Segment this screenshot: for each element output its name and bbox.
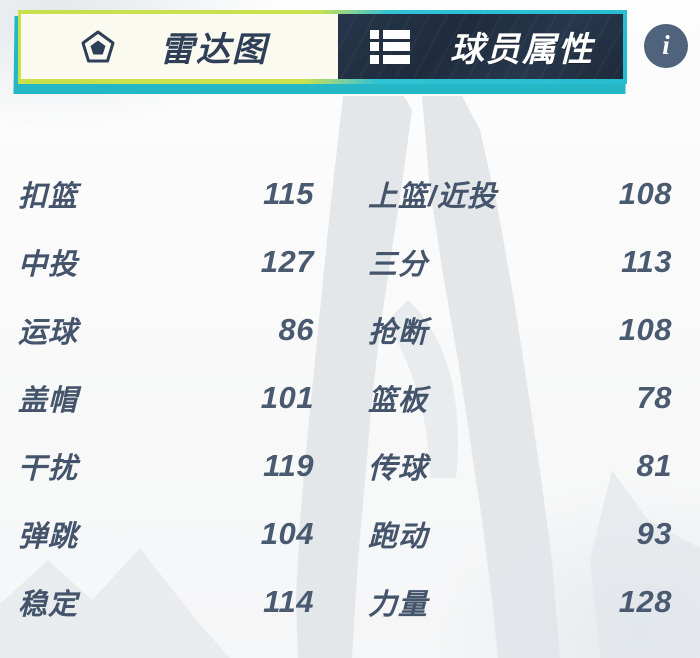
stat-item: 稳定 114 bbox=[0, 581, 350, 623]
table-row: 稳定 114 力量 128 bbox=[0, 568, 700, 636]
stat-value: 101 bbox=[260, 380, 314, 415]
stat-value: 114 bbox=[263, 584, 314, 619]
stat-value: 104 bbox=[260, 516, 314, 551]
stat-label: 稳定 bbox=[18, 589, 79, 621]
stat-label: 跑动 bbox=[368, 521, 429, 553]
stat-item: 篮板 78 bbox=[350, 377, 700, 419]
table-row: 干扰 119 传球 81 bbox=[0, 432, 700, 500]
stat-item: 传球 81 bbox=[350, 445, 700, 487]
tab-radar-label: 雷达图 bbox=[160, 31, 268, 69]
table-row: 盖帽 101 篮板 78 bbox=[0, 364, 700, 432]
stat-value: 108 bbox=[618, 312, 672, 347]
stat-label: 运球 bbox=[18, 317, 79, 349]
stat-value: 93 bbox=[636, 516, 672, 551]
stat-value: 128 bbox=[618, 584, 672, 619]
stat-item: 力量 128 bbox=[350, 581, 700, 623]
stat-item: 上篮/近投 108 bbox=[350, 173, 700, 215]
stat-label: 中投 bbox=[18, 249, 79, 281]
stat-label: 传球 bbox=[368, 453, 429, 485]
table-row: 中投 127 三分 113 bbox=[0, 228, 700, 296]
stat-item: 运球 86 bbox=[0, 309, 350, 351]
table-row: 运球 86 抢断 108 bbox=[0, 296, 700, 364]
stat-item: 弹跳 104 bbox=[0, 513, 350, 555]
stat-label: 弹跳 bbox=[18, 521, 79, 553]
stat-item: 抢断 108 bbox=[350, 309, 700, 351]
stat-item: 干扰 119 bbox=[0, 445, 350, 487]
table-row: 弹跳 104 跑动 93 bbox=[0, 500, 700, 568]
stat-label: 篮板 bbox=[368, 385, 429, 417]
stat-label: 扣篮 bbox=[18, 181, 79, 213]
tab-attributes-label: 球员属性 bbox=[450, 31, 594, 69]
stat-label: 力量 bbox=[368, 589, 429, 621]
info-button[interactable]: i bbox=[644, 24, 688, 68]
stat-value: 86 bbox=[278, 312, 314, 347]
stat-item: 盖帽 101 bbox=[0, 377, 350, 419]
tab-attributes[interactable]: 球员属性 bbox=[338, 14, 623, 79]
stat-value: 119 bbox=[263, 448, 314, 483]
stat-item: 中投 127 bbox=[0, 241, 350, 283]
stat-item: 三分 113 bbox=[350, 241, 700, 283]
stat-value: 78 bbox=[636, 380, 672, 415]
stat-item: 扣篮 115 bbox=[0, 173, 350, 215]
stat-value: 127 bbox=[260, 244, 314, 279]
info-glyph: i bbox=[662, 29, 670, 60]
stat-label: 上篮/近投 bbox=[368, 181, 498, 213]
tab-bar: 雷达图 球员属性 bbox=[13, 10, 630, 94]
stat-value: 108 bbox=[618, 176, 672, 211]
stat-label: 干扰 bbox=[18, 453, 79, 485]
stat-value: 115 bbox=[263, 176, 314, 211]
stat-value: 113 bbox=[621, 244, 672, 279]
stat-label: 抢断 bbox=[368, 317, 429, 349]
stat-label: 三分 bbox=[368, 249, 429, 281]
stat-value: 81 bbox=[636, 448, 672, 483]
stats-grid: 扣篮 115 上篮/近投 108 中投 127 三分 113 运球 86 bbox=[0, 160, 700, 636]
table-row: 扣篮 115 上篮/近投 108 bbox=[0, 160, 700, 228]
tab-radar[interactable]: 雷达图 bbox=[21, 14, 338, 79]
info-icon: i bbox=[644, 24, 688, 68]
stat-label: 盖帽 bbox=[18, 385, 79, 417]
stat-item: 跑动 93 bbox=[350, 513, 700, 555]
pentagon-icon bbox=[78, 27, 118, 67]
list-icon bbox=[370, 27, 410, 67]
